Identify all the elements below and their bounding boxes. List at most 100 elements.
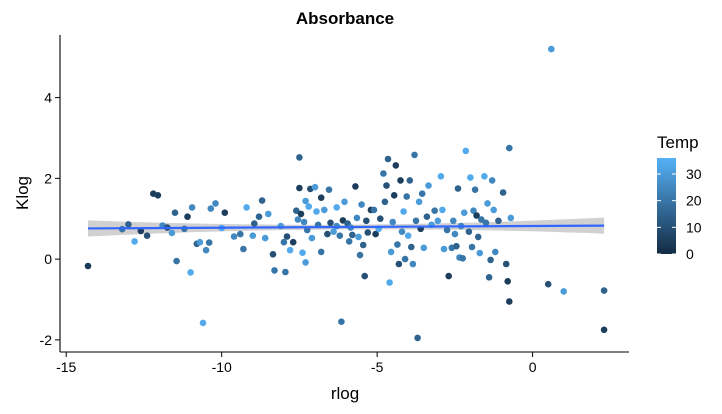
data-point bbox=[474, 233, 482, 241]
y-tick-label: 2 bbox=[44, 170, 52, 186]
data-point bbox=[269, 251, 277, 258]
data-point bbox=[154, 192, 162, 199]
data-point bbox=[451, 230, 459, 238]
data-point bbox=[300, 218, 308, 226]
data-point bbox=[418, 190, 426, 197]
data-point bbox=[311, 183, 319, 191]
data-point bbox=[502, 260, 510, 268]
data-point bbox=[476, 249, 484, 257]
data-point bbox=[507, 214, 515, 222]
data-point bbox=[404, 232, 412, 239]
data-point bbox=[397, 177, 404, 184]
regression-line-path bbox=[87, 224, 605, 230]
data-point bbox=[454, 185, 462, 192]
data-point bbox=[336, 232, 344, 239]
data-point bbox=[243, 204, 250, 211]
y-tick-label: -2 bbox=[40, 332, 53, 348]
data-point bbox=[313, 208, 320, 215]
data-point bbox=[470, 207, 477, 214]
data-point bbox=[305, 203, 313, 210]
data-point bbox=[302, 197, 309, 205]
data-point bbox=[297, 210, 305, 218]
data-point bbox=[196, 238, 204, 246]
data-point bbox=[460, 209, 468, 216]
data-point bbox=[184, 213, 191, 220]
legend-tick-label: 0 bbox=[686, 246, 694, 262]
data-point bbox=[168, 229, 176, 237]
data-points bbox=[84, 45, 608, 342]
data-point bbox=[401, 255, 409, 263]
data-point bbox=[221, 209, 229, 216]
data-point bbox=[364, 229, 372, 236]
data-point bbox=[408, 243, 415, 251]
data-point bbox=[341, 198, 348, 206]
data-point bbox=[349, 231, 356, 239]
data-point bbox=[462, 147, 470, 155]
data-point bbox=[504, 278, 512, 285]
data-point bbox=[423, 213, 431, 220]
data-point bbox=[251, 220, 258, 227]
data-point bbox=[330, 228, 337, 235]
data-point bbox=[308, 234, 316, 242]
data-point bbox=[296, 184, 303, 192]
data-point bbox=[286, 246, 294, 254]
data-point bbox=[406, 177, 414, 184]
data-point bbox=[487, 256, 494, 264]
data-point bbox=[171, 209, 179, 216]
data-point bbox=[261, 234, 269, 242]
data-point bbox=[468, 243, 476, 251]
data-point bbox=[400, 208, 407, 215]
data-point bbox=[387, 248, 395, 256]
data-point bbox=[506, 144, 513, 152]
data-point bbox=[381, 198, 389, 206]
data-point bbox=[492, 248, 499, 256]
data-point bbox=[363, 217, 370, 225]
data-point bbox=[465, 228, 473, 235]
data-point bbox=[358, 201, 365, 208]
data-point bbox=[249, 232, 257, 239]
data-point bbox=[384, 155, 392, 163]
data-point bbox=[317, 248, 325, 256]
data-point bbox=[434, 217, 442, 225]
data-point bbox=[443, 226, 451, 234]
data-point bbox=[131, 238, 138, 245]
data-point bbox=[445, 272, 453, 280]
data-point bbox=[440, 245, 448, 253]
data-point bbox=[392, 162, 400, 169]
data-point bbox=[415, 198, 423, 206]
data-point bbox=[212, 200, 219, 207]
data-point bbox=[202, 246, 210, 254]
data-point bbox=[383, 182, 390, 189]
data-point bbox=[356, 251, 364, 259]
data-point bbox=[484, 200, 491, 207]
data-point bbox=[240, 245, 247, 253]
legend-tick-label: 30 bbox=[686, 166, 702, 182]
data-point bbox=[293, 207, 300, 214]
data-point bbox=[473, 212, 480, 219]
data-point bbox=[431, 207, 439, 214]
data-point bbox=[499, 189, 507, 196]
data-point bbox=[506, 298, 513, 305]
data-point bbox=[265, 210, 272, 218]
x-tick-label: -5 bbox=[371, 359, 384, 375]
data-point bbox=[339, 217, 347, 224]
data-point bbox=[345, 238, 353, 245]
data-point bbox=[478, 216, 485, 223]
data-point bbox=[481, 173, 488, 180]
data-point bbox=[294, 216, 302, 223]
legend-tick-label: 10 bbox=[686, 219, 702, 235]
data-point bbox=[280, 238, 288, 246]
data-point bbox=[143, 232, 151, 239]
data-point bbox=[411, 151, 418, 159]
data-point bbox=[482, 219, 490, 227]
data-point bbox=[324, 230, 331, 238]
data-point bbox=[471, 186, 479, 193]
data-point bbox=[317, 194, 325, 201]
data-point bbox=[282, 268, 289, 276]
x-tick-label: -10 bbox=[212, 359, 232, 375]
data-point bbox=[258, 197, 266, 204]
data-point bbox=[467, 174, 474, 181]
data-point bbox=[437, 173, 445, 180]
data-point bbox=[207, 205, 215, 212]
